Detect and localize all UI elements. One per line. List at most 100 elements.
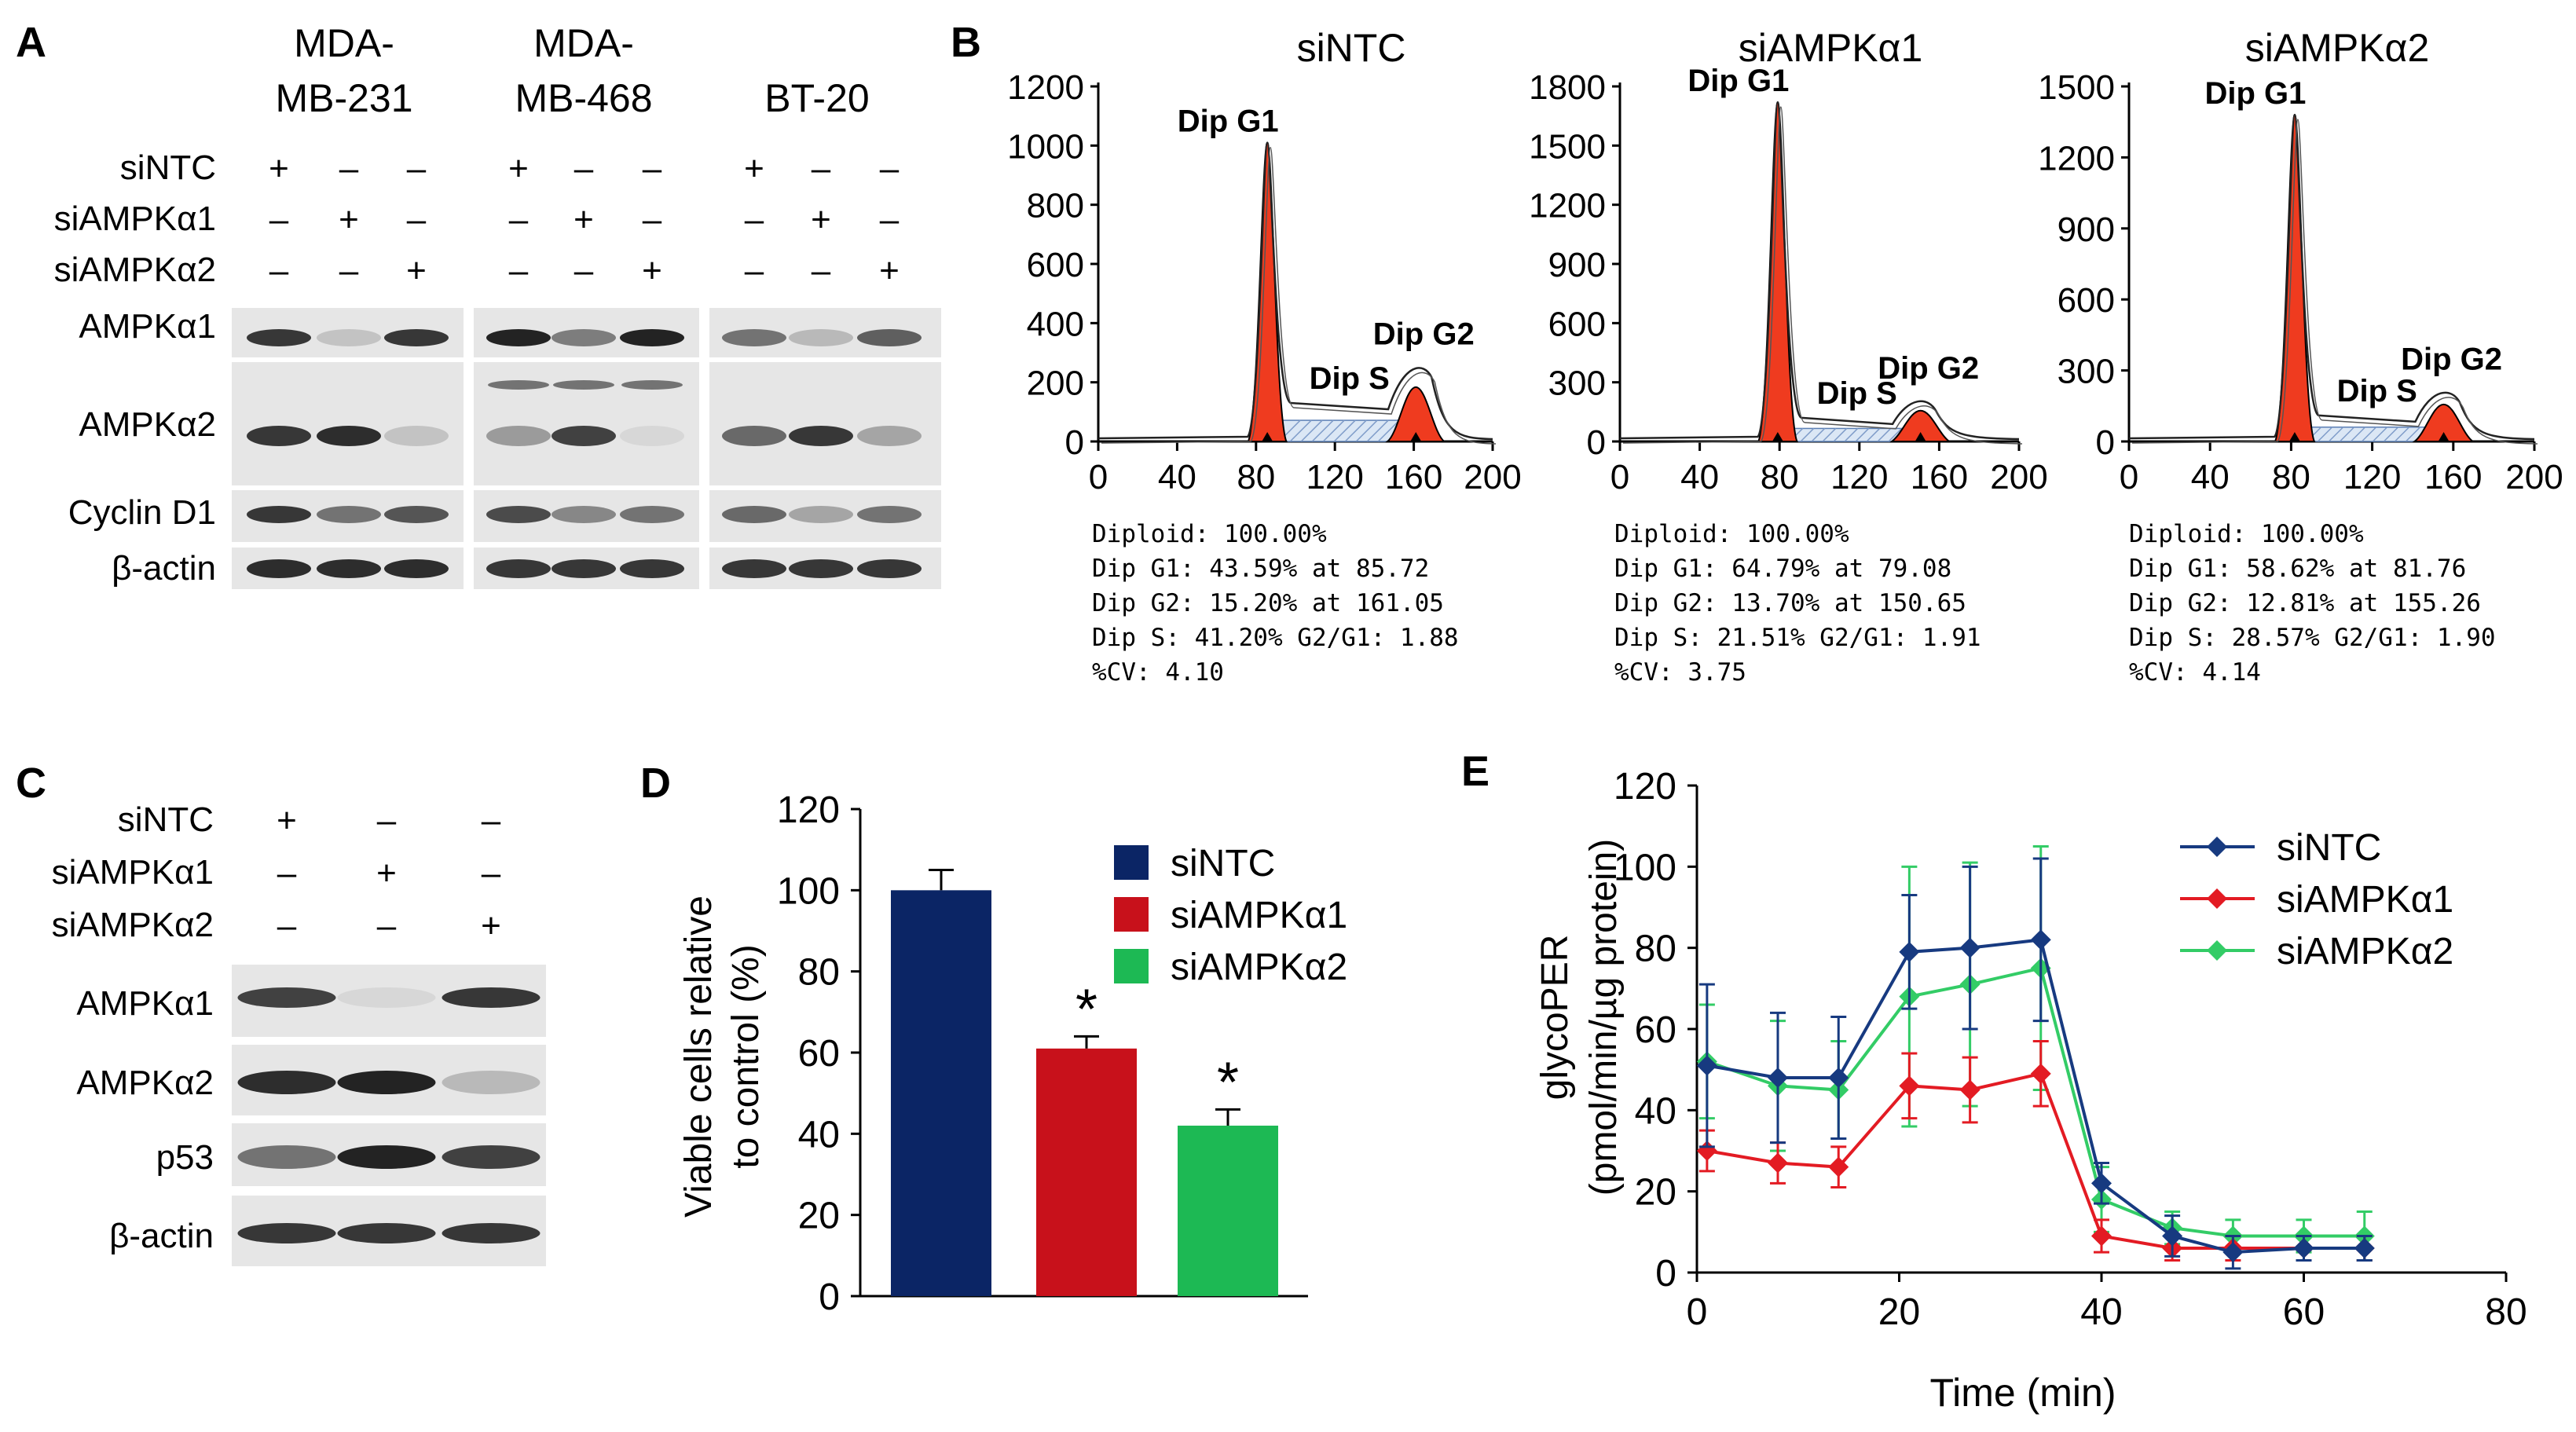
blot-band [237, 1145, 336, 1169]
blot-band [317, 559, 381, 578]
sign-mark: – [407, 149, 427, 188]
stats-line: %CV: 4.10 [1092, 658, 1224, 687]
sign-mark: + [269, 149, 289, 188]
dip-g1-label: Dip G1 [1687, 64, 1789, 98]
hatch-line [2383, 427, 2399, 442]
y-tick-label: 40 [1635, 1090, 1676, 1132]
data-point [2091, 1225, 2112, 1247]
blot-band [442, 1145, 540, 1169]
blot-band [551, 426, 616, 446]
blot-band [317, 426, 381, 446]
sign-mark: + [481, 906, 501, 945]
y-tick-label: 900 [2058, 211, 2115, 249]
y-tick-label: 80 [1635, 928, 1676, 970]
data-point [2030, 1063, 2051, 1084]
x-tick-label: 0 [2120, 458, 2138, 496]
peak-marker [1262, 432, 1273, 441]
panel-label-a: A [16, 19, 46, 66]
y-tick-label: 1200 [2038, 139, 2115, 178]
stats-line: Dip G1: 58.62% at 81.76 [2129, 555, 2466, 583]
bar-2 [1036, 1048, 1137, 1296]
sign-mark: – [509, 251, 529, 290]
y-tick-label: 1500 [1529, 127, 1606, 166]
x-tick-label: 0 [1687, 1291, 1708, 1333]
sign-mark: – [339, 149, 359, 188]
sign-mark: + [277, 801, 297, 840]
stats-line: %CV: 4.14 [2129, 658, 2261, 687]
x-tick-label: 200 [1464, 458, 1521, 496]
significance-mark: * [1075, 978, 1097, 1041]
blot-band [722, 329, 786, 346]
blot-strip [709, 362, 941, 485]
blot-band [620, 329, 684, 346]
cell-line-title: BT-20 [764, 76, 869, 120]
x-tick-label: 80 [1237, 458, 1275, 496]
blot-label: AMPKα2 [76, 1064, 214, 1102]
panel-c-western-blot: siNTC siAMPKα1 siAMPKα2 + – – – + – – – + AMPKα1… [52, 800, 546, 1266]
series-line [1706, 1071, 2365, 1250]
blot-label: β-actin [112, 549, 216, 588]
y-tick-label: 100 [1614, 847, 1676, 888]
data-point [1899, 941, 1920, 962]
sign-mark: – [269, 251, 289, 290]
blot-band [317, 329, 381, 346]
sign-mark: – [377, 801, 397, 840]
data-point [2162, 1225, 2183, 1247]
y-axis-label-line: to control (%) [725, 944, 767, 1168]
x-tick-label: 20 [1878, 1291, 1920, 1333]
data-point [2091, 1173, 2112, 1194]
x-tick-label: 40 [1680, 458, 1719, 496]
y-axis-label-line: (pmol/min/µg protein) [1583, 839, 1625, 1196]
blot-band [384, 506, 449, 523]
sign-mark: + [642, 251, 662, 290]
series-line [1706, 966, 2365, 1238]
condition-label: siAMPKα2 [52, 906, 214, 944]
y-tick-label: 20 [1635, 1172, 1676, 1214]
data-point [1899, 1075, 1920, 1097]
data-point [1768, 1068, 1788, 1088]
sign-mark: – [482, 854, 501, 892]
blot-band [337, 1071, 436, 1094]
blot-band [620, 559, 684, 578]
blot-band [621, 380, 683, 390]
y-tick-label: 0 [1065, 423, 1084, 462]
legend-marker [2207, 837, 2227, 857]
y-tick-label: 300 [1548, 364, 1606, 403]
dip-g2-peak [2412, 403, 2475, 442]
blot-band [337, 987, 436, 1008]
sign-mark: – [269, 200, 289, 239]
stats-line: Diploid: 100.00% [1092, 520, 1327, 548]
stats-line: Dip G2: 12.81% at 155.26 [2129, 589, 2481, 617]
stats-line: Dip G1: 43.59% at 85.72 [1092, 555, 1429, 583]
sign-mark: – [745, 251, 764, 290]
y-tick-label: 600 [2058, 281, 2115, 320]
y-tick-label: 800 [1027, 187, 1084, 225]
sign-mark: – [339, 251, 359, 290]
dip-g2-peak [1385, 386, 1447, 442]
x-tick-label: 40 [2080, 1291, 2122, 1333]
stats-line: Dip S: 28.57% G2/G1: 1.90 [2129, 624, 2496, 652]
blot-band [486, 426, 551, 446]
histogram-siampka2: siAMPKα2 1500 1200 900 600 300 00 40 80 120 160 200… [2038, 26, 2563, 687]
y-tick-label: 0 [2096, 423, 2115, 462]
bar-3 [1178, 1126, 1278, 1296]
y-tick-label: 40 [798, 1114, 840, 1155]
y-axis-label: glycoPER (pmol/min/µg protein) [1534, 839, 1625, 1196]
sign-mark: – [643, 149, 662, 188]
hatch-line [1800, 427, 1815, 442]
blot-band [620, 426, 684, 446]
series-siNTC [1696, 857, 2375, 1270]
blot-band [317, 506, 381, 523]
blot-band [237, 1071, 336, 1094]
blot-band [553, 380, 614, 390]
legend-swatch [1114, 845, 1149, 880]
hatch-line [1811, 427, 1826, 442]
panel-label-e: E [1461, 748, 1490, 795]
histogram-siampka1: siAMPKα1 1800 1500 1200 900 600 300 00 40 80 120 16… [1529, 26, 2048, 687]
hatch-line [1888, 427, 1903, 442]
sign-mark: – [745, 200, 764, 239]
stats-line: Dip S: 21.51% G2/G1: 1.91 [1614, 624, 1981, 652]
y-tick-label: 600 [1027, 246, 1084, 284]
blot-band [857, 506, 922, 523]
stats-line: Diploid: 100.00% [1614, 520, 1849, 548]
